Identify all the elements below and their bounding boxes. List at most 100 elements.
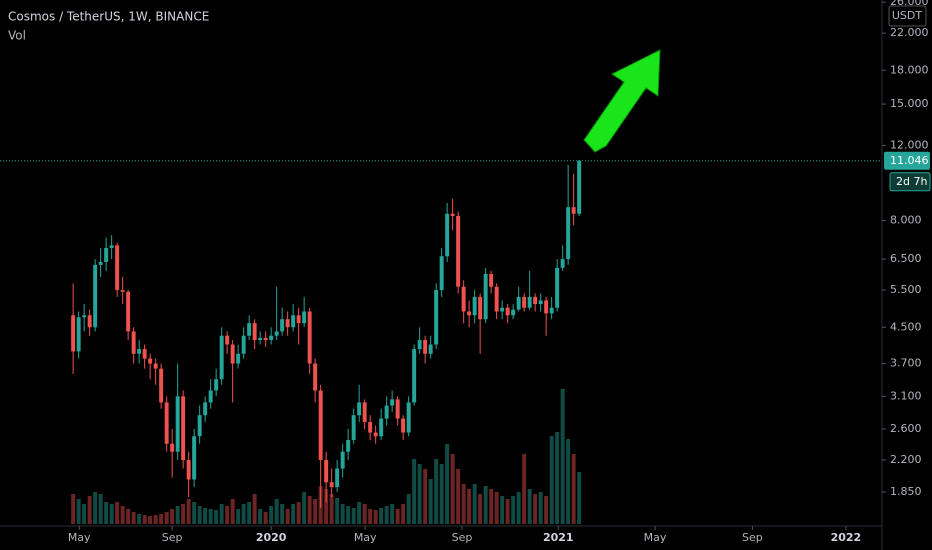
volume-bar: [291, 504, 296, 524]
volume-bar: [500, 496, 505, 524]
candle-body: [555, 267, 560, 308]
volume-bar: [159, 514, 164, 524]
volume-bar: [527, 489, 532, 524]
volume-bar: [483, 486, 488, 524]
volume-bar: [236, 509, 241, 524]
volume-bar: [461, 484, 466, 524]
candle-body: [467, 311, 472, 316]
candle-body: [93, 264, 98, 328]
volume-bar: [417, 464, 422, 524]
candle-body: [439, 256, 444, 291]
candle-body: [340, 451, 345, 469]
volume-bar: [126, 509, 131, 524]
y-tick-label: 3.700: [890, 357, 922, 370]
candle-body: [538, 300, 543, 305]
candle-body: [406, 402, 411, 433]
countdown-box: [889, 172, 931, 192]
candle-body: [87, 315, 92, 328]
candle-body: [318, 390, 323, 460]
candle-body: [296, 315, 301, 324]
volume-bar: [153, 515, 158, 524]
candle-body: [395, 399, 400, 419]
volume-bar: [368, 509, 373, 524]
y-tick-label: 26.000: [890, 0, 929, 8]
y-tick-label: 8.000: [890, 214, 922, 227]
last-price-box: [884, 151, 930, 170]
candle-body: [269, 335, 274, 341]
candle-body: [230, 344, 235, 364]
candle-body: [302, 311, 307, 324]
candle-body: [516, 296, 521, 310]
candle-body: [522, 296, 527, 308]
volume-bar: [351, 508, 356, 524]
x-tick-label: 2022: [831, 531, 862, 544]
volume-bar: [142, 515, 147, 524]
candle-body: [335, 468, 340, 488]
candle-body: [131, 331, 136, 354]
candle-body: [549, 307, 554, 314]
candle-body: [346, 439, 351, 452]
candle-body: [148, 358, 153, 364]
volume-bar: [192, 502, 197, 524]
volume-bar: [93, 492, 98, 524]
volume-bar: [560, 389, 565, 524]
candle-body: [483, 273, 488, 320]
candle-body: [445, 213, 450, 257]
y-tick-label: 1.850: [890, 485, 922, 498]
candle-body: [571, 207, 576, 214]
volume-bar: [494, 492, 499, 524]
candle-body: [153, 363, 158, 369]
candle-body: [500, 307, 505, 312]
volume-bar: [357, 502, 362, 524]
candle-body: [291, 315, 296, 328]
y-tick-label: 6.500: [890, 252, 922, 265]
candle-body: [104, 248, 109, 262]
candle-body: [159, 368, 164, 403]
x-tick-label: May: [354, 531, 377, 544]
candle-body: [379, 418, 384, 437]
candle-body: [186, 459, 191, 480]
volume-bar: [203, 508, 208, 524]
candle-body: [511, 309, 516, 316]
volume-bar: [346, 506, 351, 524]
candle-body: [324, 459, 329, 483]
x-tick-label: 2020: [256, 531, 287, 544]
volume-bar: [566, 439, 571, 524]
volume-bar: [181, 504, 186, 524]
candle-body: [489, 273, 494, 287]
candle-body: [258, 337, 263, 341]
candle-body: [109, 245, 114, 249]
volume-bar: [247, 502, 252, 524]
volume-bar: [307, 496, 312, 524]
x-tick-label: May: [644, 531, 667, 544]
volume-bar: [170, 509, 175, 524]
candle-body: [236, 353, 241, 364]
volume-bar: [241, 504, 246, 524]
volume-bar: [175, 506, 180, 524]
volume-bar: [302, 492, 307, 524]
volume-bar: [296, 502, 301, 524]
countdown: 2d 7h: [896, 175, 927, 188]
candle-body: [533, 296, 538, 305]
candle-body: [307, 311, 312, 364]
x-tick-label: May: [68, 531, 91, 544]
volume-bar: [450, 454, 455, 524]
volume-bar: [285, 509, 290, 524]
volume-bar: [197, 506, 202, 524]
volume-bar: [456, 469, 461, 524]
candle-body: [98, 261, 103, 265]
volume-bar: [87, 496, 92, 524]
x-tick-label: Sep: [162, 531, 183, 544]
y-tick-label: 2.600: [890, 422, 922, 435]
volume-bar: [516, 492, 521, 524]
candle-body: [225, 335, 230, 345]
candle-body: [461, 286, 466, 312]
volume-bar: [362, 504, 367, 524]
candle-body: [252, 323, 257, 341]
candle-body: [214, 379, 219, 391]
candle-body: [208, 390, 213, 403]
volume-bar: [98, 494, 103, 524]
y-tick-label: 5.500: [890, 283, 922, 296]
x-tick-label: Sep: [742, 531, 763, 544]
